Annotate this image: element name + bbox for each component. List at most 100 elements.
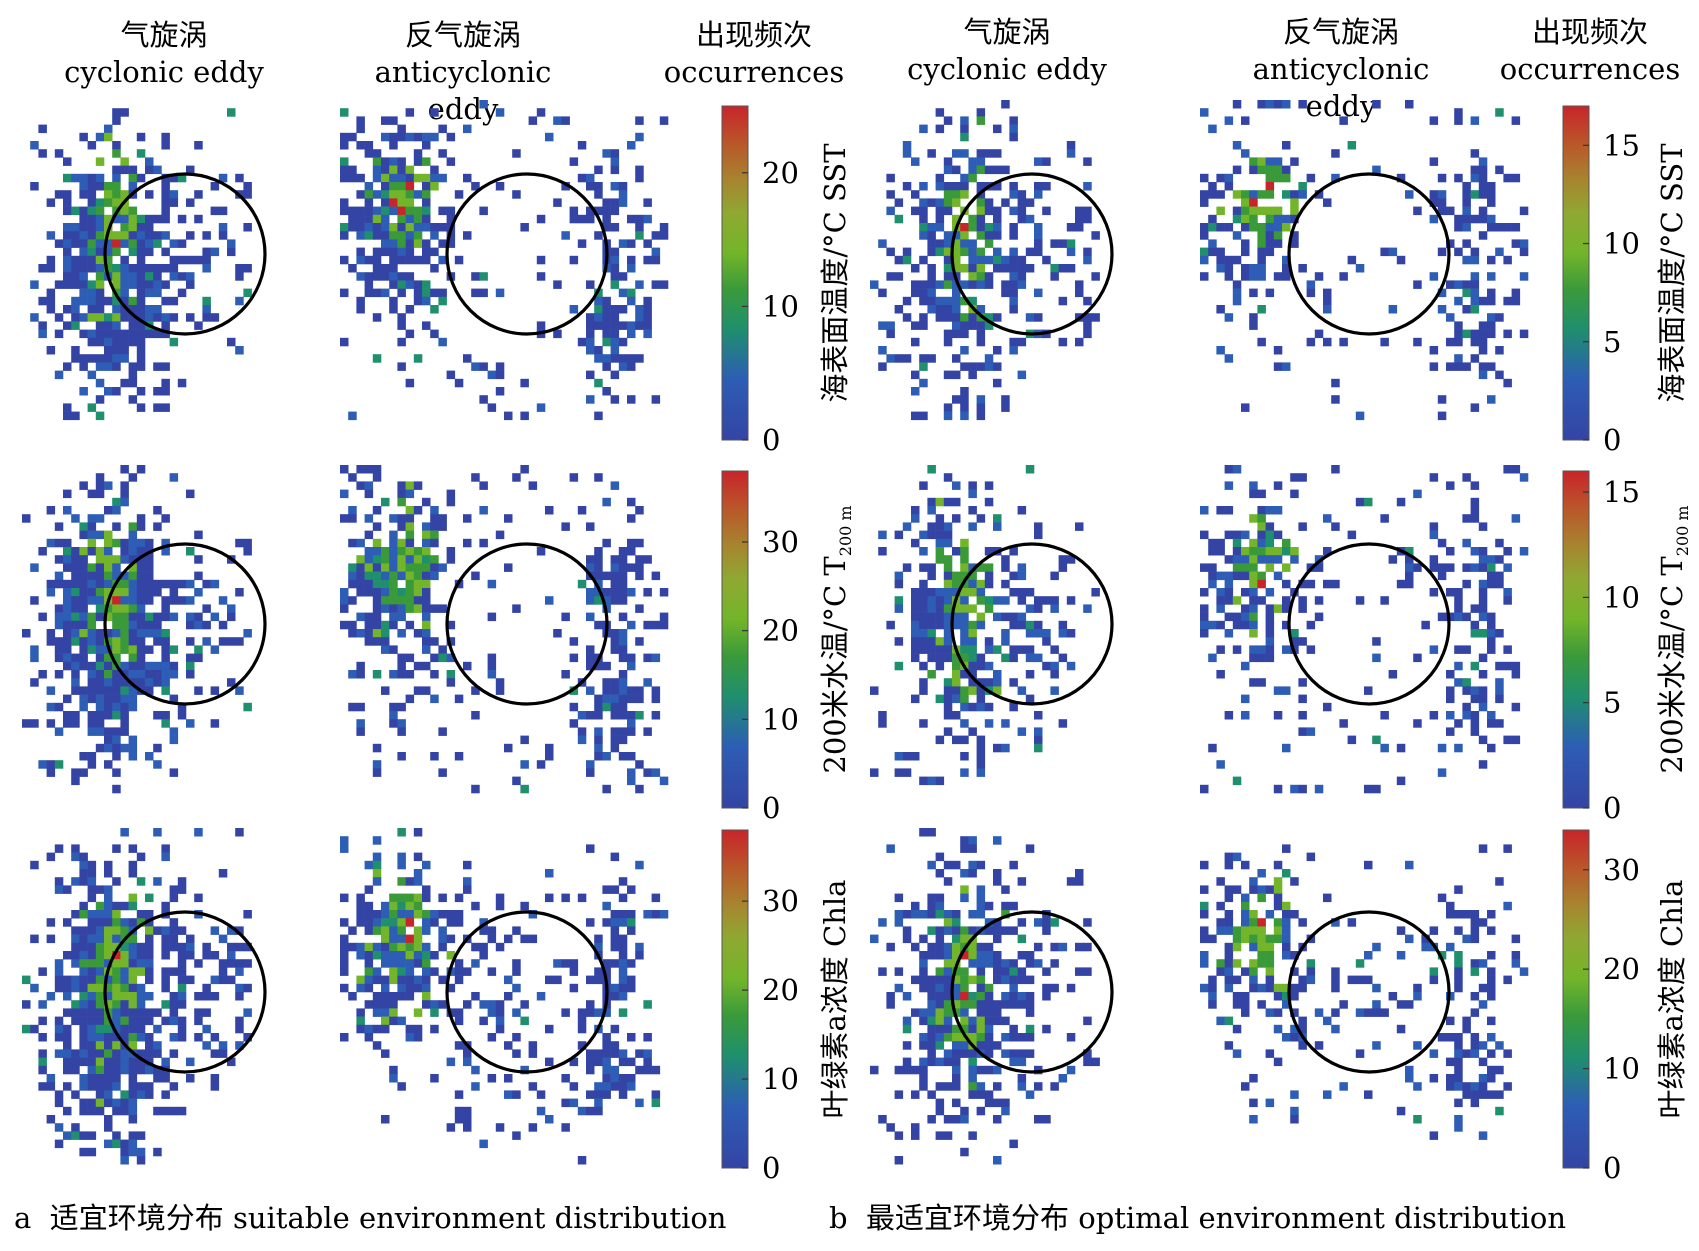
heatmap-cell xyxy=(960,702,969,712)
heatmap-cell xyxy=(479,942,488,952)
heatmap-cell xyxy=(210,1074,220,1083)
heatmap-cell xyxy=(54,727,64,736)
heatmap-cell xyxy=(136,637,146,646)
heatmap-cell xyxy=(104,1041,113,1050)
heatmap-cell xyxy=(169,967,179,976)
heatmap-cell xyxy=(1025,975,1035,985)
heatmap-cell xyxy=(364,489,374,499)
heatmap-cell xyxy=(1208,653,1217,663)
heatmap-cell xyxy=(952,1057,961,1067)
colorbar-tick-label: 5 xyxy=(1603,686,1621,720)
heatmap-cell xyxy=(1462,1049,1471,1058)
heatmap-cell xyxy=(1241,272,1250,281)
heatmap-cell xyxy=(30,860,39,870)
heatmap-cell xyxy=(952,288,961,298)
heatmap-cell xyxy=(878,239,887,248)
heatmap-cell xyxy=(935,661,945,671)
heatmap-cell xyxy=(71,596,80,605)
heatmap-cell xyxy=(413,481,423,490)
heatmap-cell xyxy=(1273,934,1283,944)
heatmap-cell xyxy=(1241,860,1250,870)
colorbar-tick-label: 20 xyxy=(762,156,799,190)
heatmap-cell xyxy=(202,264,211,273)
heatmap-cell xyxy=(381,264,390,273)
heatmap-cell xyxy=(136,354,146,363)
heatmap-cell xyxy=(381,571,390,581)
heatmap-cell xyxy=(1429,563,1439,572)
heatmap-cell xyxy=(389,942,398,952)
heatmap-cell xyxy=(120,1016,129,1026)
heatmap-cell xyxy=(911,612,920,622)
heatmap-cell xyxy=(1241,247,1250,257)
heatmap-cell xyxy=(618,702,628,712)
heatmap-cell xyxy=(128,983,138,993)
heatmap-cell xyxy=(635,951,644,960)
heatmap-cell xyxy=(1273,239,1283,248)
heatmap-cell xyxy=(227,239,236,248)
heatmap-cell xyxy=(340,337,349,347)
heatmap-cell xyxy=(651,395,661,404)
heatmap-cell xyxy=(112,752,121,761)
heatmap-cell xyxy=(46,506,56,515)
heatmap-cell xyxy=(446,214,456,224)
heatmap-cell xyxy=(1503,588,1512,597)
heatmap-cell xyxy=(413,255,423,265)
heatmap-cell xyxy=(984,992,994,1001)
heatmap-cell xyxy=(1405,555,1414,564)
heatmap-cell xyxy=(389,239,398,248)
heatmap-cell xyxy=(54,959,64,968)
heatmap-cell xyxy=(919,1008,928,1017)
heatmap-cell xyxy=(340,844,349,853)
heatmap-cell xyxy=(586,563,595,572)
heatmap-cell xyxy=(1331,579,1340,589)
heatmap-cell xyxy=(1001,910,1010,919)
heatmap-cell xyxy=(610,686,620,695)
heatmap-cell xyxy=(618,645,628,654)
heatmap-cell xyxy=(610,711,620,720)
heatmap-cell xyxy=(935,1016,945,1026)
heatmap-cell xyxy=(104,670,113,679)
heatmap-cell xyxy=(618,239,628,248)
heatmap-cell xyxy=(364,514,374,523)
heatmap-cell xyxy=(984,1090,994,1099)
heatmap-cell xyxy=(169,272,179,281)
heatmap-cell xyxy=(635,942,644,952)
heatmap-cell xyxy=(927,305,936,314)
heatmap-cell xyxy=(153,387,162,396)
heatmap-cell xyxy=(95,530,105,540)
heatmap-cell xyxy=(594,620,603,630)
heatmap-cell xyxy=(984,497,994,507)
heatmap-cell xyxy=(993,206,1002,216)
heatmap-cell xyxy=(128,629,138,638)
heatmap-cell xyxy=(161,231,170,240)
heatmap-cell xyxy=(194,620,203,630)
heatmap-cell xyxy=(112,959,121,968)
heatmap-cell xyxy=(911,596,920,605)
heatmap-cell xyxy=(87,612,97,622)
heatmap-cell xyxy=(952,165,961,175)
heatmap-cell xyxy=(202,305,211,314)
heatmap-cell xyxy=(935,967,945,976)
heatmap-cell xyxy=(886,844,895,853)
heatmap-cell xyxy=(405,272,415,281)
heatmap-cell xyxy=(577,506,587,515)
heatmap-cell xyxy=(87,1041,97,1050)
heatmap-cell xyxy=(886,329,895,339)
heatmap-cell xyxy=(984,321,994,330)
heatmap-cell xyxy=(1429,272,1439,281)
heatmap-cell xyxy=(397,702,406,712)
heatmap-cell xyxy=(1503,329,1512,339)
heatmap-cell xyxy=(422,239,431,248)
heatmap-cell xyxy=(919,1016,928,1026)
heatmap-cell xyxy=(610,942,620,952)
heatmap-cell xyxy=(919,481,928,490)
heatmap-cell xyxy=(454,975,464,985)
heatmap-cell xyxy=(602,362,611,371)
heatmap-cell xyxy=(128,637,138,646)
heatmap-cell xyxy=(976,967,986,976)
heatmap-cell xyxy=(935,124,945,134)
heatmap-cell xyxy=(976,1090,986,1099)
heatmap-cell xyxy=(104,760,113,769)
heatmap-cell xyxy=(128,1115,138,1124)
heatmap-cell xyxy=(136,967,146,976)
